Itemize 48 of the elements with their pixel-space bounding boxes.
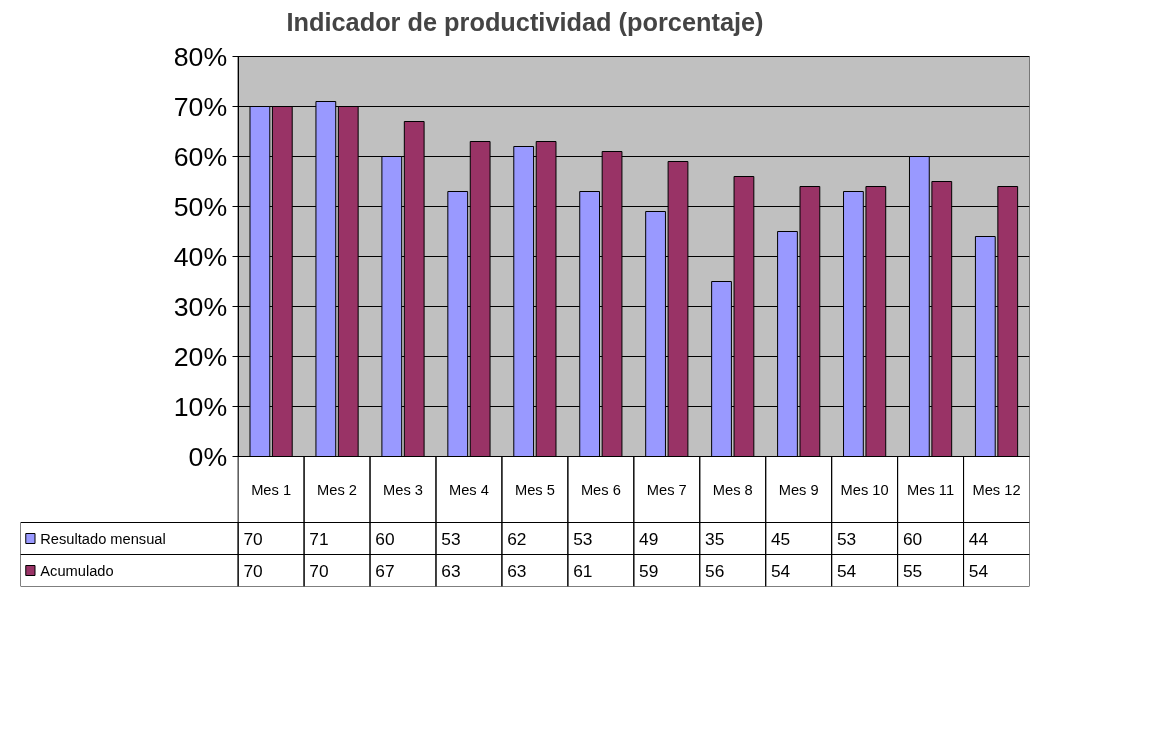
data-label: 45: [770, 528, 791, 549]
y-tick-label: 40%: [173, 241, 228, 272]
y-tick-label: 0%: [188, 441, 228, 472]
y-tick-label: 60%: [173, 141, 228, 172]
data-label: 53: [836, 528, 857, 549]
x-tick-label: Mes 1: [251, 481, 292, 498]
data-label: 35: [705, 528, 725, 549]
legend-label: Acumulado: [40, 562, 114, 579]
x-tick-label: Mes 6: [580, 481, 621, 498]
data-label: 60: [375, 528, 395, 549]
data-label: 61: [573, 560, 593, 581]
data-label: 62: [507, 528, 527, 549]
data-label: 53: [441, 528, 461, 549]
data-label: 44: [968, 528, 989, 549]
y-tick-label: 20%: [173, 341, 228, 372]
data-label: 70: [243, 560, 263, 581]
x-tick-label: Mes 11: [907, 481, 955, 498]
data-label: 67: [375, 560, 395, 581]
data-label: 54: [770, 560, 791, 581]
x-tick-label: Mes 9: [778, 481, 819, 498]
data-label: 63: [441, 560, 461, 581]
x-tick-label: Mes 5: [514, 481, 555, 498]
data-label: 54: [968, 560, 989, 581]
y-tick-label: 10%: [173, 391, 228, 422]
y-tick-label: 80%: [173, 41, 228, 72]
data-label: 71: [309, 528, 329, 549]
x-tick-label: Mes 2: [317, 481, 358, 498]
x-tick-label: Mes 7: [646, 481, 687, 498]
data-label: 60: [902, 528, 923, 549]
x-tick-label: Mes 3: [383, 481, 423, 498]
data-label: 70: [243, 528, 263, 549]
data-label: 63: [507, 560, 527, 581]
y-tick-label: 50%: [173, 191, 228, 222]
x-tick-label: Mes 12: [972, 481, 1021, 498]
data-label: 53: [573, 528, 593, 549]
data-label: 54: [836, 560, 857, 581]
y-tick-label: 30%: [173, 291, 228, 322]
data-label: 49: [639, 528, 659, 549]
legend-label: Resultado mensual: [40, 530, 166, 547]
x-tick-label: Mes 4: [448, 481, 489, 498]
y-tick-label: 70%: [173, 91, 228, 122]
data-label: 55: [902, 560, 923, 581]
data-label: 59: [639, 560, 659, 581]
data-label: 70: [309, 560, 329, 581]
x-tick-label: Mes 10: [840, 481, 889, 498]
x-tick-label: Mes 8: [712, 481, 753, 498]
data-label: 56: [705, 560, 725, 581]
chart-title: Indicador de productividad (porcentaje): [286, 7, 764, 36]
